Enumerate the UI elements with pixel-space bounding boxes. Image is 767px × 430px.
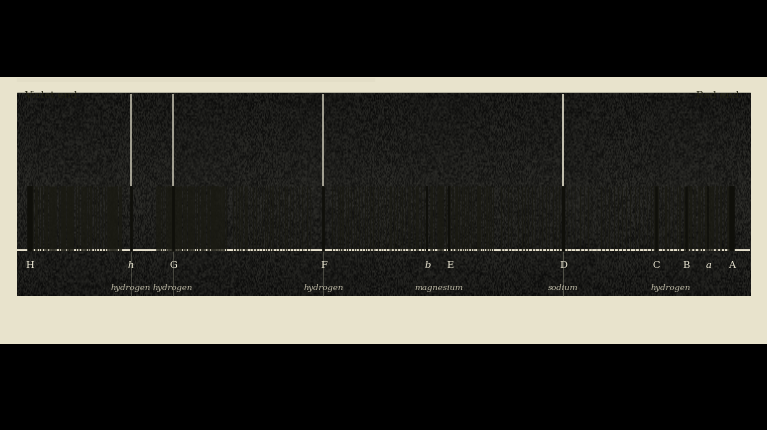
Bar <box>17 250 750 251</box>
Bar <box>17 250 750 252</box>
Text: hydrogen: hydrogen <box>651 284 691 292</box>
Bar <box>17 250 750 251</box>
Bar <box>17 250 750 251</box>
Bar <box>17 250 750 251</box>
Text: C: C <box>653 260 660 269</box>
Bar <box>17 250 750 252</box>
Text: B: B <box>682 260 690 269</box>
Bar <box>17 250 750 251</box>
Bar <box>17 250 750 251</box>
Text: D: D <box>559 260 567 269</box>
Text: F: F <box>320 260 327 269</box>
Bar <box>17 250 750 251</box>
Bar <box>17 249 750 251</box>
Text: H: H <box>26 260 35 269</box>
Bar <box>17 250 750 251</box>
Text: h: h <box>127 260 133 269</box>
Text: b: b <box>424 260 430 269</box>
Bar <box>17 250 750 251</box>
Bar <box>17 250 750 251</box>
Bar <box>17 250 750 251</box>
Bar <box>17 250 750 251</box>
Bar <box>17 250 750 252</box>
Bar <box>17 249 750 251</box>
Text: hydrogen: hydrogen <box>153 284 193 292</box>
Bar <box>17 250 750 252</box>
Bar <box>17 250 750 251</box>
Bar <box>17 250 750 251</box>
Bar <box>17 250 750 251</box>
Bar <box>17 250 750 251</box>
Bar <box>17 250 750 252</box>
Bar <box>17 249 750 251</box>
Bar <box>17 249 750 251</box>
Bar <box>17 250 750 251</box>
Bar <box>17 250 750 252</box>
Bar <box>17 250 750 251</box>
Bar <box>17 250 750 251</box>
Bar <box>17 250 750 251</box>
Bar <box>17 250 750 251</box>
Text: A: A <box>729 260 736 269</box>
Bar <box>17 250 750 251</box>
Bar <box>17 249 750 251</box>
Bar <box>17 249 750 251</box>
Bar <box>17 250 750 252</box>
Text: Red end.: Red end. <box>696 90 742 99</box>
Bar <box>17 249 750 251</box>
Text: E: E <box>446 260 453 269</box>
Bar <box>17 249 750 250</box>
Bar <box>17 250 750 251</box>
Bar <box>17 250 750 251</box>
Bar <box>17 250 750 251</box>
Bar <box>17 250 750 252</box>
Text: sodium: sodium <box>548 284 578 292</box>
Text: Violet end.: Violet end. <box>25 90 81 99</box>
Bar <box>17 250 750 252</box>
Bar <box>0 77 767 344</box>
Text: hydrogen: hydrogen <box>303 284 344 292</box>
Bar <box>17 250 750 251</box>
Bar <box>17 250 750 251</box>
Text: hydrogen: hydrogen <box>110 284 150 292</box>
Bar <box>17 249 750 251</box>
Text: magnesium: magnesium <box>414 284 463 292</box>
Bar <box>17 250 750 251</box>
Bar <box>17 250 750 251</box>
Bar <box>17 249 750 251</box>
Bar <box>17 249 750 251</box>
Bar <box>17 250 750 252</box>
Bar <box>17 250 750 251</box>
Bar <box>17 250 750 252</box>
Bar <box>17 250 750 251</box>
Bar <box>17 250 750 252</box>
Text: a: a <box>706 260 711 269</box>
Bar <box>17 249 750 251</box>
Bar <box>17 250 750 251</box>
Bar <box>17 250 750 251</box>
Bar <box>17 250 750 251</box>
Bar <box>17 250 750 251</box>
Text: G: G <box>170 260 177 269</box>
Bar <box>17 250 750 251</box>
